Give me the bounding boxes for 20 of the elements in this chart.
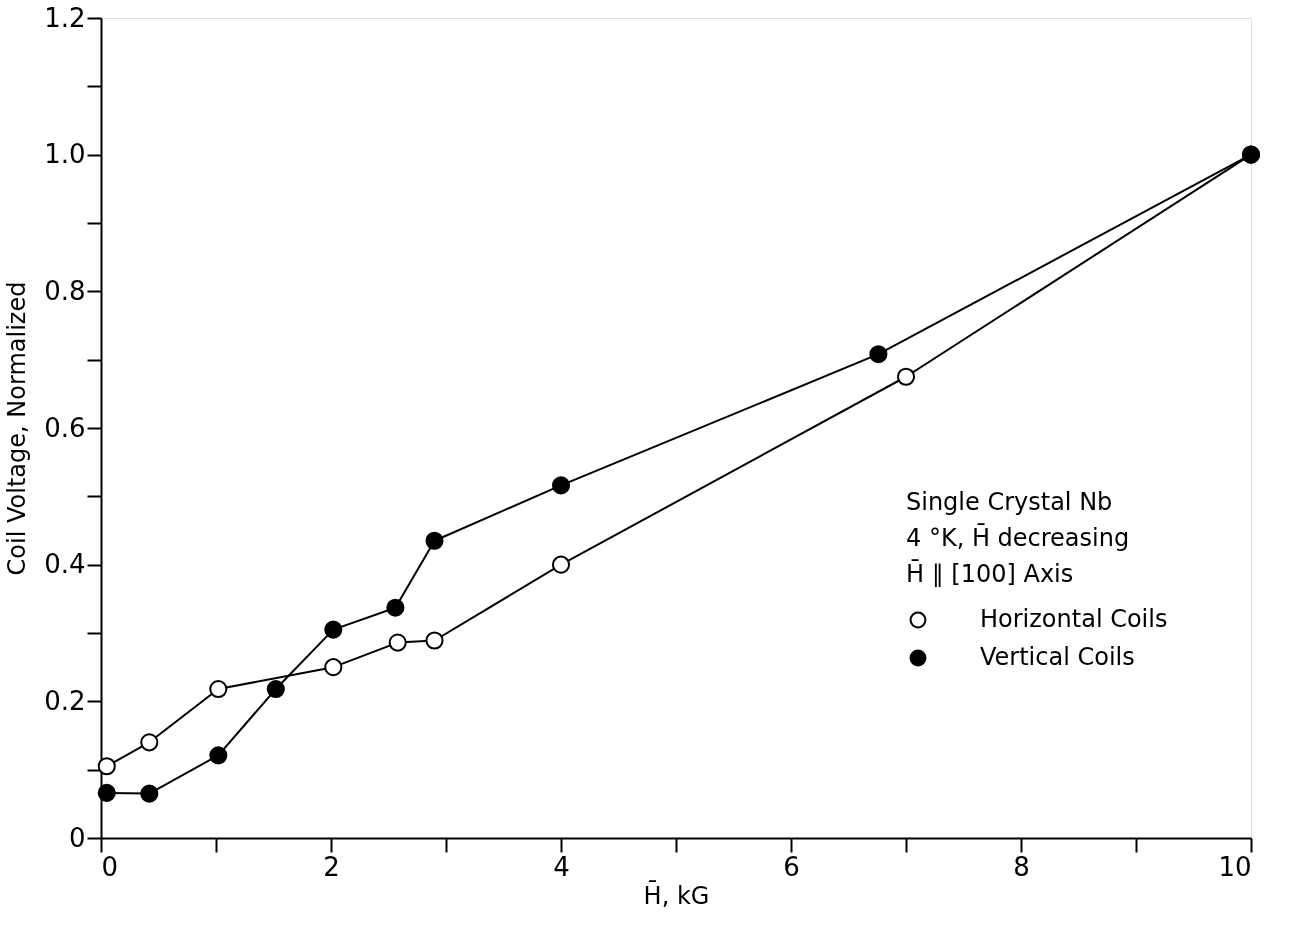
y-tick-label: 0.8 xyxy=(44,275,86,306)
x-tick-label: 4 xyxy=(553,851,570,882)
y-axis-title: Coil Voltage, Normalized xyxy=(3,281,32,576)
y-tick-label: 1.0 xyxy=(44,139,86,170)
x-tick-label: 0 xyxy=(101,851,119,882)
annotation: H̄ ∥ [100] Axis xyxy=(906,558,1074,588)
x-axis-title: H̄, kG xyxy=(643,880,710,910)
x-tick-label: 8 xyxy=(1013,851,1030,882)
annotation: Single Crystal Nb xyxy=(906,488,1113,516)
y-tick-label: 1.2 xyxy=(44,2,86,33)
y-tick-label: 0.4 xyxy=(44,549,86,580)
y-tick-label: 0.6 xyxy=(44,412,86,443)
legend-label: Horizontal Coils xyxy=(980,605,1168,633)
y-tick-label: 0.2 xyxy=(44,685,86,716)
legend-label: Vertical Coils xyxy=(980,643,1135,671)
x-tick-label: 10 xyxy=(1218,851,1252,882)
x-tick-label: 2 xyxy=(323,851,340,882)
annotation: 4 °K, H̄ decreasing xyxy=(906,522,1130,552)
x-tick-label: 6 xyxy=(783,851,800,882)
y-tick-label: 0 xyxy=(68,822,86,853)
